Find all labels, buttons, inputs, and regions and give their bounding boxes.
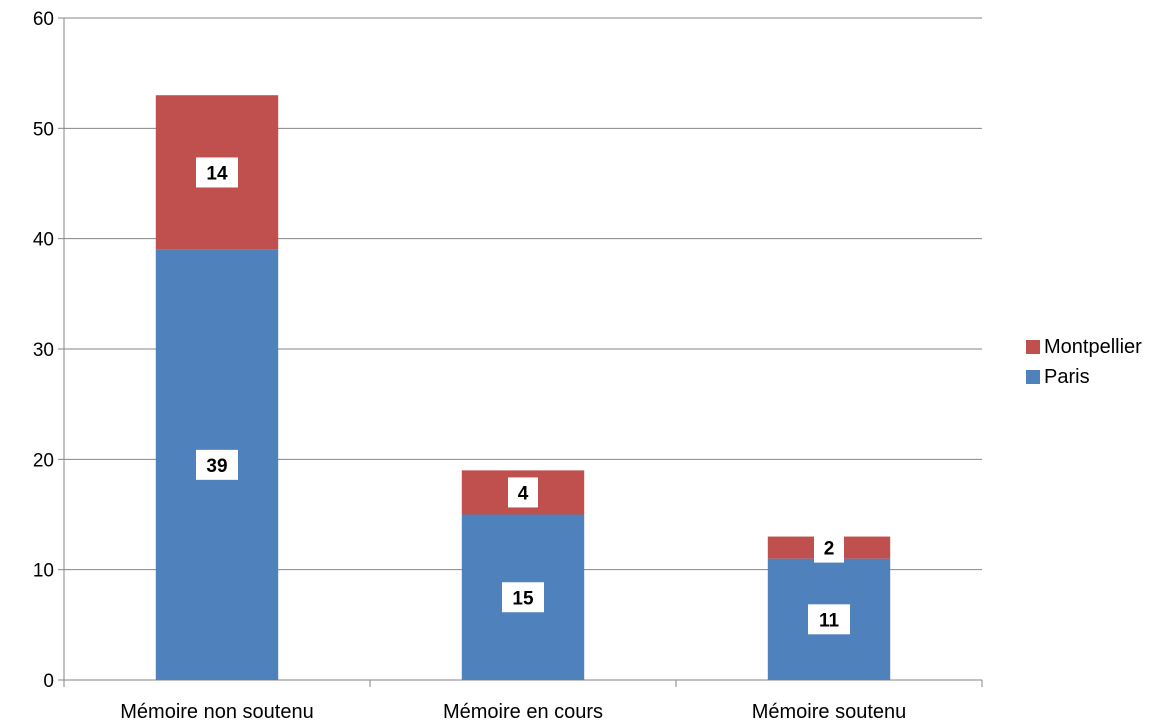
- data-label-box: [196, 157, 238, 188]
- data-label-montpellier: 14: [206, 163, 228, 184]
- data-label-box: [814, 532, 844, 563]
- x-category-label: Mémoire en cours: [443, 701, 603, 723]
- data-label-box: [808, 604, 850, 635]
- data-labels: 39 14 15 4 11 2: [196, 157, 850, 635]
- x-category-label: Mémoire non soutenu: [120, 701, 313, 723]
- x-category-label: Mémoire soutenu: [752, 701, 907, 723]
- y-tick-label: 40: [33, 230, 54, 251]
- data-label-montpellier: 2: [824, 539, 835, 560]
- legend-item-paris: Paris: [1026, 362, 1142, 392]
- y-tick-label: 10: [33, 561, 54, 582]
- legend-swatch-paris: [1026, 370, 1040, 384]
- legend-label-montpellier: Montpellier: [1044, 335, 1142, 358]
- y-tick-label: 60: [33, 9, 54, 30]
- y-tick-label: 50: [33, 119, 54, 140]
- legend: Montpellier Paris: [1026, 332, 1142, 392]
- data-label-paris: 15: [512, 588, 534, 609]
- legend-item-montpellier: Montpellier: [1026, 332, 1142, 362]
- y-tick-label: 30: [33, 340, 54, 361]
- data-label-box: [502, 582, 544, 613]
- legend-label-paris: Paris: [1044, 365, 1090, 388]
- data-label-paris: 39: [206, 456, 227, 477]
- y-tick-label: 0: [43, 671, 54, 692]
- y-tick-label: 20: [33, 450, 54, 471]
- legend-swatch-montpellier: [1026, 340, 1040, 354]
- data-label-paris: 11: [819, 610, 840, 631]
- data-label-box: [508, 477, 538, 508]
- data-label-montpellier: 4: [518, 483, 529, 504]
- data-label-box: [196, 449, 238, 480]
